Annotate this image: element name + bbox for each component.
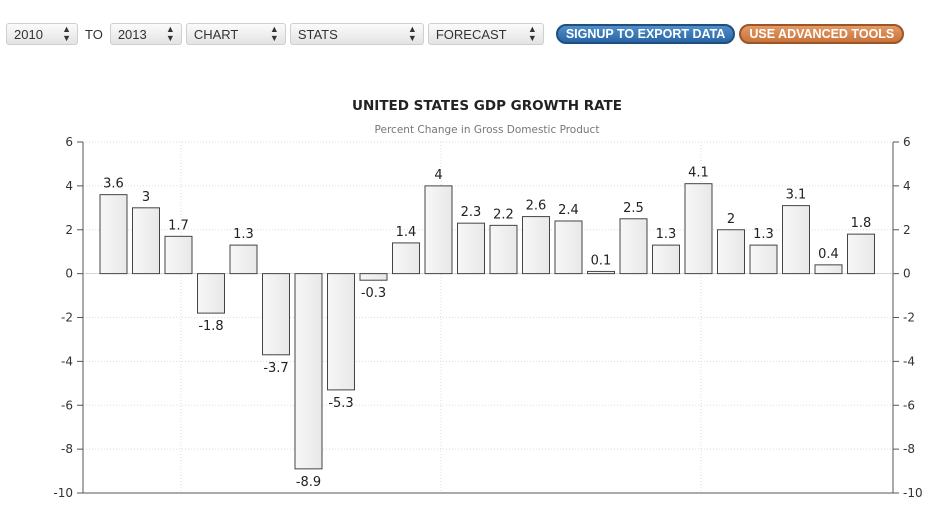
- bar: [424, 185, 453, 275]
- y-tick-label-left: -6: [61, 398, 73, 412]
- forecast-select[interactable]: FORECAST ▲ ▼: [427, 23, 544, 45]
- y-tick-label-right: -6: [903, 398, 915, 412]
- data-label: 3: [142, 190, 150, 205]
- bar: [749, 244, 778, 275]
- to-label: TO: [85, 26, 103, 42]
- bar: [554, 220, 583, 275]
- bar: [847, 233, 875, 275]
- updown-caret-icon: ▲ ▼: [165, 24, 175, 43]
- bar: [262, 273, 290, 356]
- bar: [99, 194, 128, 275]
- data-label: 1.3: [656, 227, 677, 242]
- forecast-select-value: FORECAST: [435, 26, 507, 42]
- bar: [717, 229, 745, 275]
- data-label: 1.3: [753, 227, 774, 242]
- bar: [619, 218, 648, 275]
- bar: [359, 273, 388, 281]
- data-label: 1.4: [396, 225, 417, 240]
- to-year-select[interactable]: 2013 ▲ ▼: [109, 23, 182, 45]
- bar: [782, 205, 810, 275]
- y-tick-label-right: 2: [903, 223, 911, 237]
- bar: [684, 183, 713, 275]
- y-tick-label-right: -10: [903, 486, 923, 500]
- bar: [392, 242, 420, 275]
- advanced-tools-button[interactable]: USE ADVANCED TOOLS: [739, 24, 905, 44]
- bar: [522, 216, 550, 275]
- y-tick-label-right: 0: [903, 267, 911, 281]
- data-label: 2.3: [461, 205, 482, 220]
- bar: [457, 222, 485, 275]
- data-label: 0.4: [818, 247, 839, 262]
- bar: [587, 270, 615, 275]
- y-tick-label-right: -8: [903, 442, 915, 456]
- bar: [652, 244, 680, 275]
- data-label: 3.6: [103, 177, 124, 192]
- data-label: 1.8: [851, 216, 872, 231]
- updown-caret-icon: ▲ ▼: [407, 24, 417, 43]
- chart-subtitle: Percent Change in Gross Domestic Product: [375, 124, 600, 136]
- data-label: 3.1: [786, 188, 807, 203]
- stats-select[interactable]: STATS ▲ ▼: [289, 23, 424, 45]
- data-label: 0.1: [591, 253, 612, 268]
- y-tick-label-left: 4: [65, 179, 73, 193]
- data-label: 2.6: [526, 199, 547, 214]
- y-tick-label-right: -2: [903, 311, 915, 325]
- chart-select-value: CHART: [193, 26, 239, 42]
- chart-title: UNITED STATES GDP GROWTH RATE: [352, 98, 622, 114]
- bar: [327, 273, 355, 391]
- data-label: 4: [434, 168, 442, 183]
- data-label: 2.4: [558, 203, 579, 218]
- signup-export-button[interactable]: SIGNUP TO EXPORT DATA: [555, 24, 736, 44]
- y-tick-label-left: 0: [65, 267, 73, 281]
- grid-layer: [83, 141, 893, 494]
- data-label: -0.3: [361, 286, 386, 301]
- updown-caret-icon: ▲ ▼: [62, 24, 71, 43]
- bar: [229, 244, 258, 275]
- data-label: 1.7: [168, 218, 189, 233]
- stats-select-value: STATS: [297, 26, 338, 42]
- chart-type-select[interactable]: CHART ▲ ▼: [185, 23, 286, 45]
- updown-caret-icon: ▲ ▼: [527, 24, 537, 43]
- y-tick-label-left: -4: [61, 354, 73, 368]
- bar: [197, 273, 225, 314]
- y-tick-label-left: -2: [61, 311, 73, 325]
- data-label: 1.3: [233, 227, 254, 242]
- data-label: -8.9: [296, 475, 321, 490]
- data-label: 4.1: [688, 166, 709, 181]
- y-tick-label-right: 4: [903, 179, 911, 193]
- data-label: -1.8: [198, 319, 223, 334]
- y-tick-label-left: 2: [65, 223, 73, 237]
- bar: [132, 207, 160, 275]
- y-tick-label-left: -8: [61, 442, 73, 456]
- bar: [814, 264, 843, 275]
- updown-caret-icon: ▲ ▼: [269, 24, 279, 43]
- from-year-select[interactable]: 2010 ▲ ▼: [6, 23, 78, 45]
- bar: [294, 273, 323, 470]
- data-label: -3.7: [263, 361, 288, 376]
- bar: [164, 235, 193, 275]
- labels-layer: 3.6 3 1.7 -1.8 1.3 -3.7 -8.9 -5.3 -0.3 1.4 4 2.3 2.2…: [103, 166, 871, 490]
- y-tick-label-right: -4: [903, 354, 915, 368]
- data-label: 2.5: [623, 201, 644, 216]
- bars-layer: [99, 183, 875, 470]
- to-year-value: 2013: [117, 26, 147, 42]
- data-label: 2: [727, 212, 735, 227]
- data-label: -5.3: [328, 396, 353, 411]
- from-year-value: 2010: [14, 26, 43, 42]
- bar: [489, 224, 518, 275]
- data-label: 2.2: [493, 207, 514, 222]
- y-tick-label-left: 6: [65, 135, 73, 149]
- toolbar: 2010 ▲ ▼ TO 2013 ▲ ▼ CHART ▲ ▼ STATS ▲ ▼ FOR…: [6, 22, 905, 46]
- y-tick-label-right: 6: [903, 135, 911, 149]
- y-tick-label-left: -10: [53, 486, 73, 500]
